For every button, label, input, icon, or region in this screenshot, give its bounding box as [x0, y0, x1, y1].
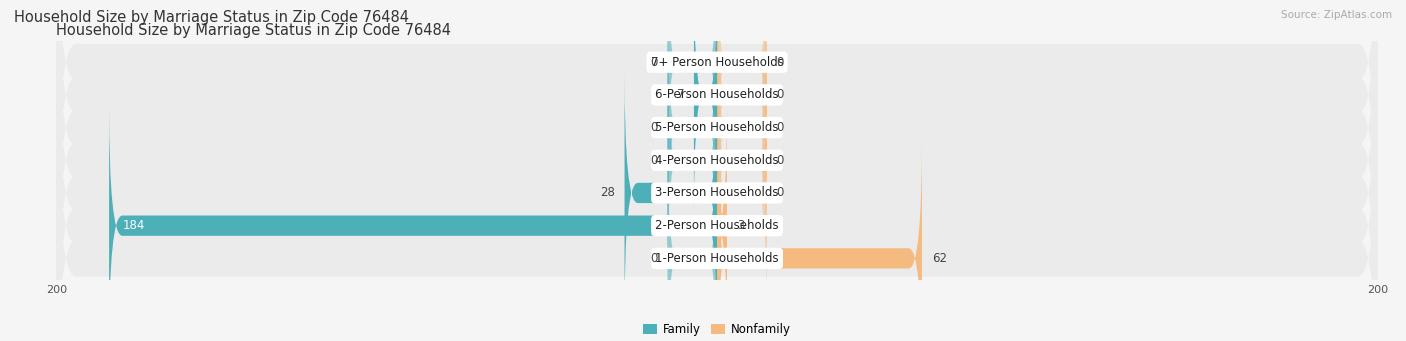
FancyBboxPatch shape: [717, 0, 766, 216]
FancyBboxPatch shape: [668, 138, 717, 341]
FancyBboxPatch shape: [717, 0, 766, 183]
FancyBboxPatch shape: [717, 7, 766, 248]
FancyBboxPatch shape: [624, 72, 717, 314]
Text: Household Size by Marriage Status in Zip Code 76484: Household Size by Marriage Status in Zip…: [56, 23, 451, 38]
FancyBboxPatch shape: [56, 0, 1378, 306]
Text: 0: 0: [776, 88, 785, 101]
FancyBboxPatch shape: [56, 0, 1378, 273]
Legend: Family, Nonfamily: Family, Nonfamily: [638, 318, 796, 341]
Text: 0: 0: [776, 121, 785, 134]
Text: 0: 0: [776, 56, 785, 69]
Text: 0: 0: [650, 56, 658, 69]
Text: 0: 0: [776, 187, 785, 199]
FancyBboxPatch shape: [717, 138, 922, 341]
FancyBboxPatch shape: [56, 0, 1378, 240]
FancyBboxPatch shape: [695, 0, 717, 216]
Text: 3: 3: [737, 219, 744, 232]
FancyBboxPatch shape: [668, 0, 717, 183]
Text: 7: 7: [676, 88, 685, 101]
FancyBboxPatch shape: [56, 80, 1378, 341]
Text: 0: 0: [650, 154, 658, 167]
Text: 0: 0: [650, 252, 658, 265]
FancyBboxPatch shape: [717, 40, 766, 281]
Text: Household Size by Marriage Status in Zip Code 76484: Household Size by Marriage Status in Zip…: [14, 10, 409, 25]
Text: 1-Person Households: 1-Person Households: [655, 252, 779, 265]
Text: 7+ Person Households: 7+ Person Households: [651, 56, 783, 69]
Text: 6-Person Households: 6-Person Households: [655, 88, 779, 101]
FancyBboxPatch shape: [714, 105, 730, 341]
FancyBboxPatch shape: [56, 48, 1378, 341]
Text: 4-Person Households: 4-Person Households: [655, 154, 779, 167]
FancyBboxPatch shape: [110, 105, 717, 341]
Text: 28: 28: [600, 187, 614, 199]
Text: Source: ZipAtlas.com: Source: ZipAtlas.com: [1281, 10, 1392, 20]
Text: 3-Person Households: 3-Person Households: [655, 187, 779, 199]
FancyBboxPatch shape: [668, 7, 717, 248]
Text: 184: 184: [122, 219, 145, 232]
FancyBboxPatch shape: [717, 72, 766, 314]
FancyBboxPatch shape: [668, 40, 717, 281]
Text: 0: 0: [650, 121, 658, 134]
Text: 62: 62: [932, 252, 946, 265]
FancyBboxPatch shape: [56, 0, 1378, 338]
Text: 0: 0: [776, 154, 785, 167]
Text: 5-Person Households: 5-Person Households: [655, 121, 779, 134]
Text: 2-Person Households: 2-Person Households: [655, 219, 779, 232]
FancyBboxPatch shape: [56, 15, 1378, 341]
